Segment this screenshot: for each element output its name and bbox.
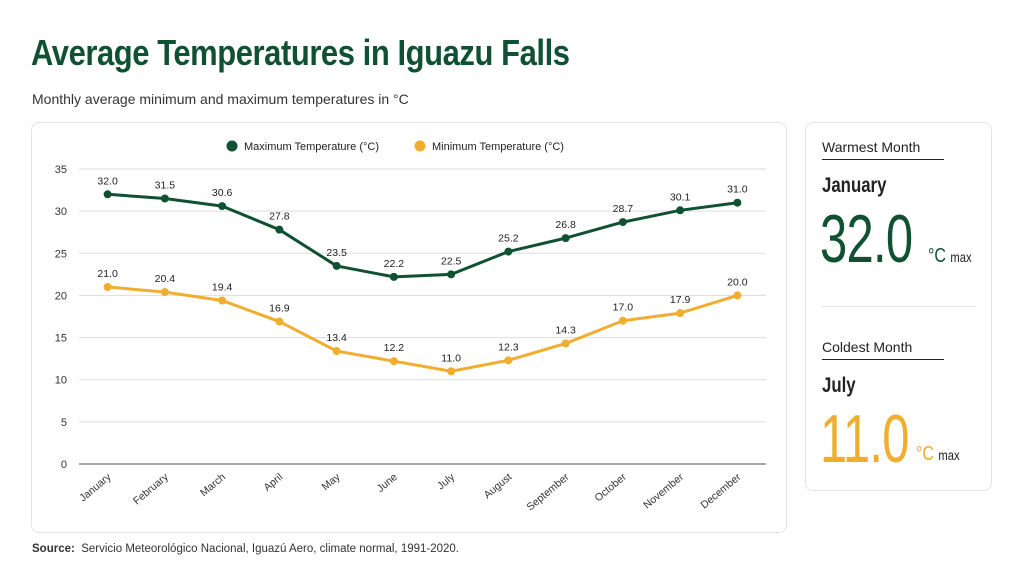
data-label: 14.3 xyxy=(555,324,576,336)
series-line xyxy=(107,285,738,373)
temperature-line-chart: 0 5 10 15 20 25 30 35 January February March April M… xyxy=(55,140,766,514)
data-point xyxy=(733,291,742,300)
data-point xyxy=(561,234,570,243)
data-point xyxy=(447,270,456,279)
data-point xyxy=(561,339,570,348)
legend-label: Minimum Temperature (°C) xyxy=(432,141,564,153)
data-label: 23.5 xyxy=(326,247,347,259)
data-label: 30.6 xyxy=(212,187,233,199)
data-label: 25.2 xyxy=(498,233,519,245)
coldest-month-label: Coldest Month xyxy=(822,339,944,360)
data-label: 26.8 xyxy=(555,219,576,231)
y-tick-label: 5 xyxy=(61,417,67,429)
data-label: 12.2 xyxy=(384,342,405,354)
x-tick-label: July xyxy=(435,471,458,493)
x-tick-label: April xyxy=(261,471,285,494)
data-point xyxy=(389,357,398,366)
coldest-month-unit: °C max xyxy=(916,443,960,466)
data-point xyxy=(733,198,742,207)
legend-marker xyxy=(226,140,238,152)
data-point xyxy=(103,283,112,291)
data-label: 22.2 xyxy=(384,258,405,270)
coldest-unit-symbol: °C xyxy=(916,443,934,465)
x-tick-label: May xyxy=(320,471,343,493)
data-point xyxy=(332,347,341,356)
x-tick-label: August xyxy=(482,471,515,501)
data-label: 13.4 xyxy=(326,332,347,344)
data-point xyxy=(618,218,627,227)
data-point xyxy=(389,272,398,281)
data-point xyxy=(332,261,341,270)
page-subtitle: Monthly average minimum and maximum temp… xyxy=(32,91,409,107)
x-tick-label: February xyxy=(131,471,171,508)
legend-marker xyxy=(414,140,426,152)
data-point xyxy=(218,296,227,305)
warmest-month-label: Warmest Month xyxy=(822,139,944,160)
warmest-unit-qualifier: max xyxy=(950,249,972,265)
y-tick-label: 20 xyxy=(55,290,67,302)
y-tick-label: 30 xyxy=(55,206,67,218)
data-point xyxy=(504,247,513,256)
x-tick-label: March xyxy=(198,471,228,499)
stats-divider xyxy=(822,306,976,307)
y-tick-label: 0 xyxy=(61,459,67,471)
data-label: 17.9 xyxy=(670,294,691,306)
y-tick-label: 10 xyxy=(55,375,67,387)
x-tick-label: November xyxy=(641,471,686,512)
data-label: 31.5 xyxy=(155,180,176,192)
x-tick-label: December xyxy=(698,471,743,512)
x-tick-label: September xyxy=(524,471,571,514)
data-label: 16.9 xyxy=(269,303,290,315)
x-tick-label: January xyxy=(77,471,114,505)
data-point xyxy=(160,194,169,203)
data-point xyxy=(160,288,169,297)
source-note: Source: Servicio Meteorológico Nacional,… xyxy=(32,543,459,555)
data-label: 21.0 xyxy=(97,268,118,280)
data-label: 31.0 xyxy=(727,184,748,196)
data-point xyxy=(618,316,627,325)
data-point xyxy=(676,206,685,215)
data-label: 20.0 xyxy=(727,276,748,288)
data-point xyxy=(275,225,284,234)
chart-card: 0 5 10 15 20 25 30 35 January February March April M… xyxy=(31,122,787,533)
source-text: Servicio Meteorológico Nacional, Iguazú … xyxy=(81,543,460,555)
data-label: 11.0 xyxy=(441,352,461,364)
data-label: 28.7 xyxy=(613,203,634,215)
page-title: Average Temperatures in Iguazu Falls xyxy=(31,32,570,73)
data-label: 32.0 xyxy=(97,175,118,187)
warmest-month-name: January xyxy=(822,174,887,197)
data-point xyxy=(504,356,513,365)
data-label: 22.5 xyxy=(441,255,462,267)
warmest-unit-symbol: °C xyxy=(928,245,946,267)
data-label: 27.8 xyxy=(269,211,290,223)
y-tick-label: 35 xyxy=(55,164,67,176)
data-point xyxy=(676,309,685,318)
coldest-month-name: July xyxy=(822,374,856,397)
x-tick-label: June xyxy=(375,471,400,495)
x-tick-label: October xyxy=(592,471,629,505)
y-tick-label: 25 xyxy=(55,248,67,260)
data-point xyxy=(103,190,112,199)
data-label: 12.3 xyxy=(498,341,519,353)
data-label: 17.0 xyxy=(613,302,634,314)
data-point xyxy=(218,202,227,211)
warmest-month-unit: °C max xyxy=(928,245,972,268)
data-label: 19.4 xyxy=(212,281,233,293)
warmest-month-value: 32.0 xyxy=(820,201,913,277)
legend-label: Maximum Temperature (°C) xyxy=(244,141,379,153)
stats-card: Warmest Month January 32.0 °C max Coldes… xyxy=(805,122,992,491)
coldest-month-value: 11.0 xyxy=(820,401,910,477)
data-label: 20.4 xyxy=(155,273,176,285)
data-label: 30.1 xyxy=(670,191,691,203)
coldest-unit-qualifier: max xyxy=(938,447,960,463)
series-line xyxy=(107,192,738,279)
data-point xyxy=(447,367,456,376)
data-point xyxy=(275,317,284,326)
source-label: Source: xyxy=(32,543,75,555)
y-tick-label: 15 xyxy=(55,333,67,345)
